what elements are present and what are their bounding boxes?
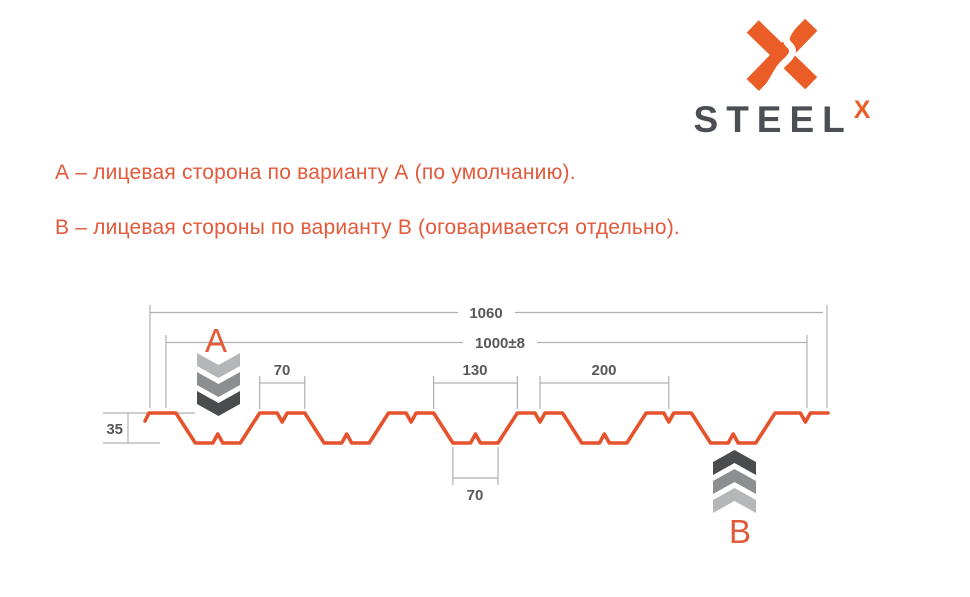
- note-variant-a: А – лицевая сторона по варианту А (по ум…: [55, 161, 576, 184]
- dim-label-working-width: 1000±8: [475, 335, 525, 352]
- chevron-down-icon: [197, 353, 240, 378]
- chevron-up-icon: [713, 488, 756, 513]
- brand-superscript-x: X: [853, 96, 871, 124]
- chevron-down-icon: [197, 391, 240, 416]
- brand-name: STEEL: [693, 99, 853, 140]
- dim-label-pitch: 200: [591, 362, 616, 379]
- profile-diagram: 1060 1000±8 70 130 20: [103, 304, 830, 550]
- marker-a-label: А: [205, 322, 227, 359]
- note-variant-b: В – лицевая стороны по варианту В (огова…: [55, 216, 680, 239]
- steelx-logo: STEELX: [676, 16, 888, 138]
- chevron-down-icon: [197, 372, 240, 397]
- chevron-up-icon: [713, 450, 756, 475]
- marker-b: В: [713, 450, 756, 550]
- dim-crest-top: 70: [259, 362, 306, 409]
- dim-label-gap: 130: [462, 362, 487, 379]
- steelx-x-icon: [746, 18, 818, 91]
- dim-working-width: 1000±8: [165, 334, 808, 408]
- dim-profile-height: 35: [103, 412, 195, 444]
- brand-wordmark: STEELX: [676, 96, 888, 140]
- dim-valley-bottom: 70: [452, 447, 499, 504]
- dim-label-valley-bottom: 70: [467, 487, 484, 504]
- dim-label-height: 35: [106, 421, 123, 438]
- chevron-up-icon: [713, 469, 756, 494]
- marker-b-label: В: [729, 513, 751, 550]
- dim-label-crest-top: 70: [274, 362, 291, 379]
- dim-gap-between-crests: 130: [433, 362, 518, 409]
- marker-a: А: [197, 322, 240, 416]
- dim-overall-width: 1060: [149, 304, 828, 408]
- dim-label-overall-width: 1060: [469, 305, 502, 322]
- dim-wave-pitch: 200: [539, 362, 670, 409]
- profile-outline: [143, 411, 830, 445]
